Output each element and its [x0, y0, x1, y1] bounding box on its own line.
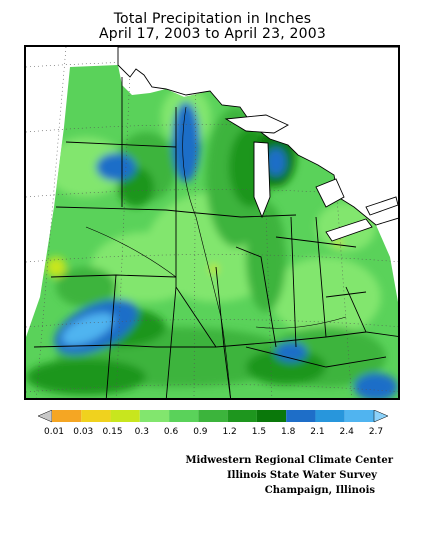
- legend-arrow-low: [37, 409, 53, 423]
- legend-colorbar: [37, 409, 389, 423]
- legend-swatch: [139, 410, 170, 422]
- credit-line2: Illinois State Water Survey: [226, 470, 377, 481]
- precipitation-map: [24, 45, 400, 400]
- legend-tick-label: 0.6: [163, 427, 179, 437]
- legend-tick-label: 1.8: [281, 427, 296, 437]
- legend-tick-label: 2.1: [310, 427, 325, 437]
- legend-arrow-high: [373, 409, 389, 423]
- great-lakes: [117, 47, 398, 242]
- legend-tick-label: 0.03: [73, 427, 94, 437]
- legend-swatch: [256, 410, 287, 422]
- state-boundaries: [33, 77, 398, 398]
- legend-tick-label: 2.7: [368, 427, 384, 437]
- legend-swatch: [52, 410, 82, 422]
- credit-line3: Champaign, Illinois: [264, 485, 375, 496]
- legend-tick-label: 2.4: [339, 427, 354, 437]
- color-legend: 0.01 0.03 0.15 0.3 0.6 0.9 1.2 1.5 1.8 2.1 2.4 2.7: [37, 409, 389, 442]
- map-title-line2: April 17, 2003 to April 23, 2003: [99, 26, 326, 42]
- legend-tick-label: 0.3: [134, 427, 149, 437]
- legend-swatch: [81, 410, 111, 422]
- legend-swatch: [198, 410, 228, 422]
- credit-line1: Midwestern Regional Climate Center: [185, 455, 393, 466]
- legend-swatch: [344, 410, 374, 422]
- legend-swatch: [227, 410, 257, 422]
- legend-tick-label: 1.2: [222, 427, 237, 437]
- map-title-line1: Total Precipitation in Inches: [113, 11, 312, 27]
- map-svg: [26, 47, 398, 398]
- legend-swatch: [169, 410, 199, 422]
- legend-swatch: [286, 410, 316, 422]
- rivers: [85, 106, 347, 398]
- legend-tick-label: 0.01: [43, 427, 65, 437]
- legend-tick-label: 0.15: [102, 427, 123, 437]
- legend-swatch: [110, 410, 140, 422]
- legend-tick-label: 1.5: [251, 427, 267, 437]
- legend-tick-label: 0.9: [193, 427, 208, 437]
- legend-swatch: [315, 410, 345, 422]
